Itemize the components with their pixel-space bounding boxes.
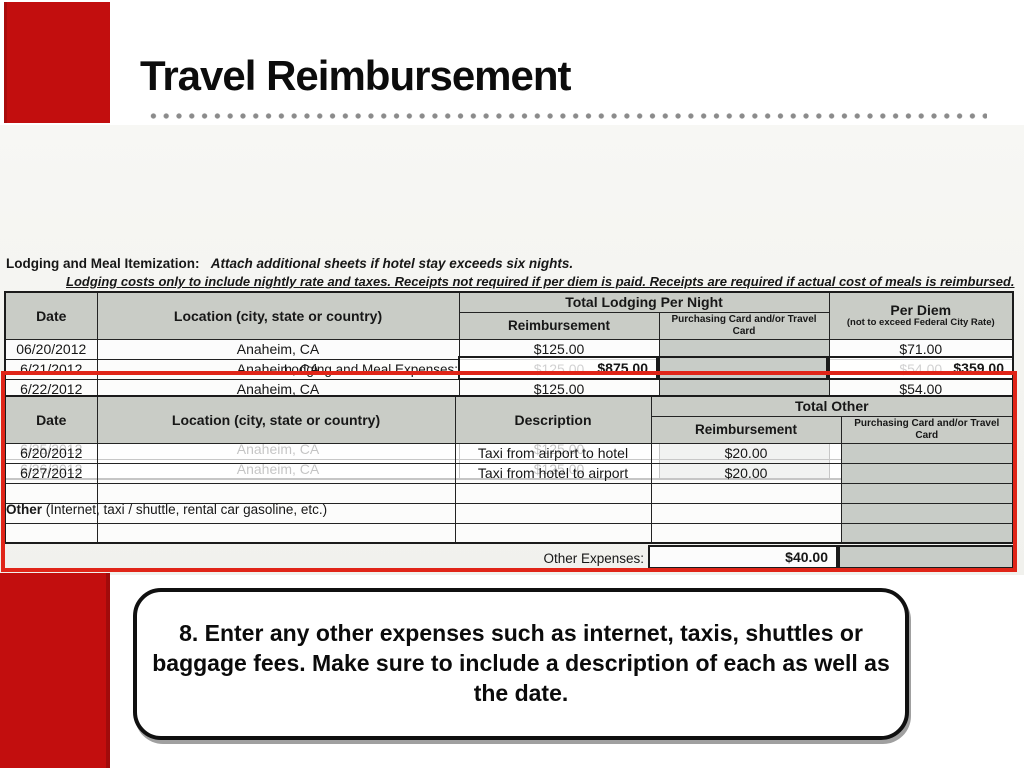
location-cell bbox=[96, 462, 456, 484]
other-table: Date Location (city, state or country) D… bbox=[4, 395, 1015, 544]
location-cell bbox=[96, 482, 456, 504]
lodging-total-purchasing bbox=[658, 356, 828, 380]
reimbursement-cell bbox=[650, 482, 842, 504]
location-cell bbox=[96, 502, 456, 524]
purchasing-card-cell bbox=[840, 462, 1014, 484]
other-header-description: Description bbox=[454, 395, 652, 444]
reimbursement-cell: $20.00 bbox=[650, 462, 842, 484]
per-diem-label: Per Diem bbox=[890, 301, 952, 318]
date-cell: 06/20/2012 bbox=[4, 338, 98, 360]
lodging-header-per-diem: Per Diem (not to exceed Federal City Rat… bbox=[828, 291, 1014, 340]
lodging-header-purchasing: Purchasing Card and/or Travel Card bbox=[658, 311, 830, 340]
per-diem-note: (not to exceed Federal City Rate) bbox=[846, 317, 995, 329]
purchasing-card-cell bbox=[658, 338, 830, 360]
description-cell bbox=[454, 502, 652, 524]
slide-accent-square bbox=[4, 2, 110, 123]
description-cell bbox=[454, 522, 652, 544]
lodging-section-label: Lodging and Meal Itemization: bbox=[6, 256, 200, 271]
lodging-header-date: Date bbox=[4, 291, 98, 340]
date-cell bbox=[4, 482, 98, 504]
scanned-form: Lodging and Meal Itemization: Attach add… bbox=[0, 125, 1024, 575]
reimbursement-cell: $125.00 bbox=[458, 338, 660, 360]
description-cell: Taxi from hotel to airport bbox=[454, 462, 652, 484]
table-row bbox=[4, 522, 1014, 544]
lodging-section-note: Attach additional sheets if hotel stay e… bbox=[210, 256, 574, 271]
purchasing-card-cell bbox=[840, 482, 1014, 504]
description-cell: Taxi from airport to hotel bbox=[454, 442, 652, 464]
description-cell bbox=[454, 482, 652, 504]
instruction-text: 8. Enter any other expenses such as inte… bbox=[152, 620, 890, 706]
lodging-header-location: Location (city, state or country) bbox=[96, 291, 460, 340]
table-row bbox=[4, 482, 1014, 504]
other-total-purchasing bbox=[838, 545, 1014, 569]
date-cell: 6/20/2012 bbox=[4, 442, 98, 464]
lodging-header-group: Total Lodging Per Night bbox=[458, 291, 830, 313]
purchasing-card-cell bbox=[840, 522, 1014, 544]
date-cell bbox=[4, 522, 98, 544]
other-section-header: Other (Internet, taxi / shuttle, rental … bbox=[6, 502, 327, 517]
lodging-section-header: Lodging and Meal Itemization: Attach add… bbox=[6, 256, 573, 271]
per-diem-cell: $71.00 bbox=[828, 338, 1014, 360]
other-header-reimbursement: Reimbursement bbox=[650, 415, 842, 444]
table-row: 6/20/2012 Taxi from airport to hotel $20… bbox=[4, 442, 1014, 464]
location-cell bbox=[96, 442, 456, 464]
other-section-label: Other bbox=[6, 502, 43, 517]
lodging-header-reimbursement: Reimbursement bbox=[458, 311, 660, 340]
purchasing-card-cell bbox=[840, 442, 1014, 464]
table-row: 06/20/2012 Anaheim, CA $125.00 $71.00 bbox=[4, 338, 1014, 360]
reimbursement-cell bbox=[650, 522, 842, 544]
instruction-callout: 8. Enter any other expenses such as inte… bbox=[133, 588, 909, 740]
table-row bbox=[4, 502, 1014, 524]
highlight-rectangle bbox=[1, 371, 1017, 572]
dotted-divider bbox=[147, 112, 987, 120]
lodging-section-note2: Lodging costs only to include nightly ra… bbox=[66, 274, 1015, 289]
other-section-note: (Internet, taxi / shuttle, rental car ga… bbox=[45, 502, 328, 517]
slide-accent-block bbox=[0, 573, 110, 768]
table-row: 6/27/2012 Taxi from hotel to airport $20… bbox=[4, 462, 1014, 484]
other-header-location: Location (city, state or country) bbox=[96, 395, 456, 444]
location-cell: Anaheim, CA bbox=[96, 378, 460, 400]
page-title: Travel Reimbursement bbox=[140, 52, 572, 99]
location-cell: Anaheim, CA bbox=[96, 338, 460, 360]
other-totals-label: Other Expenses: bbox=[543, 551, 644, 566]
reimbursement-cell: $20.00 bbox=[650, 442, 842, 464]
